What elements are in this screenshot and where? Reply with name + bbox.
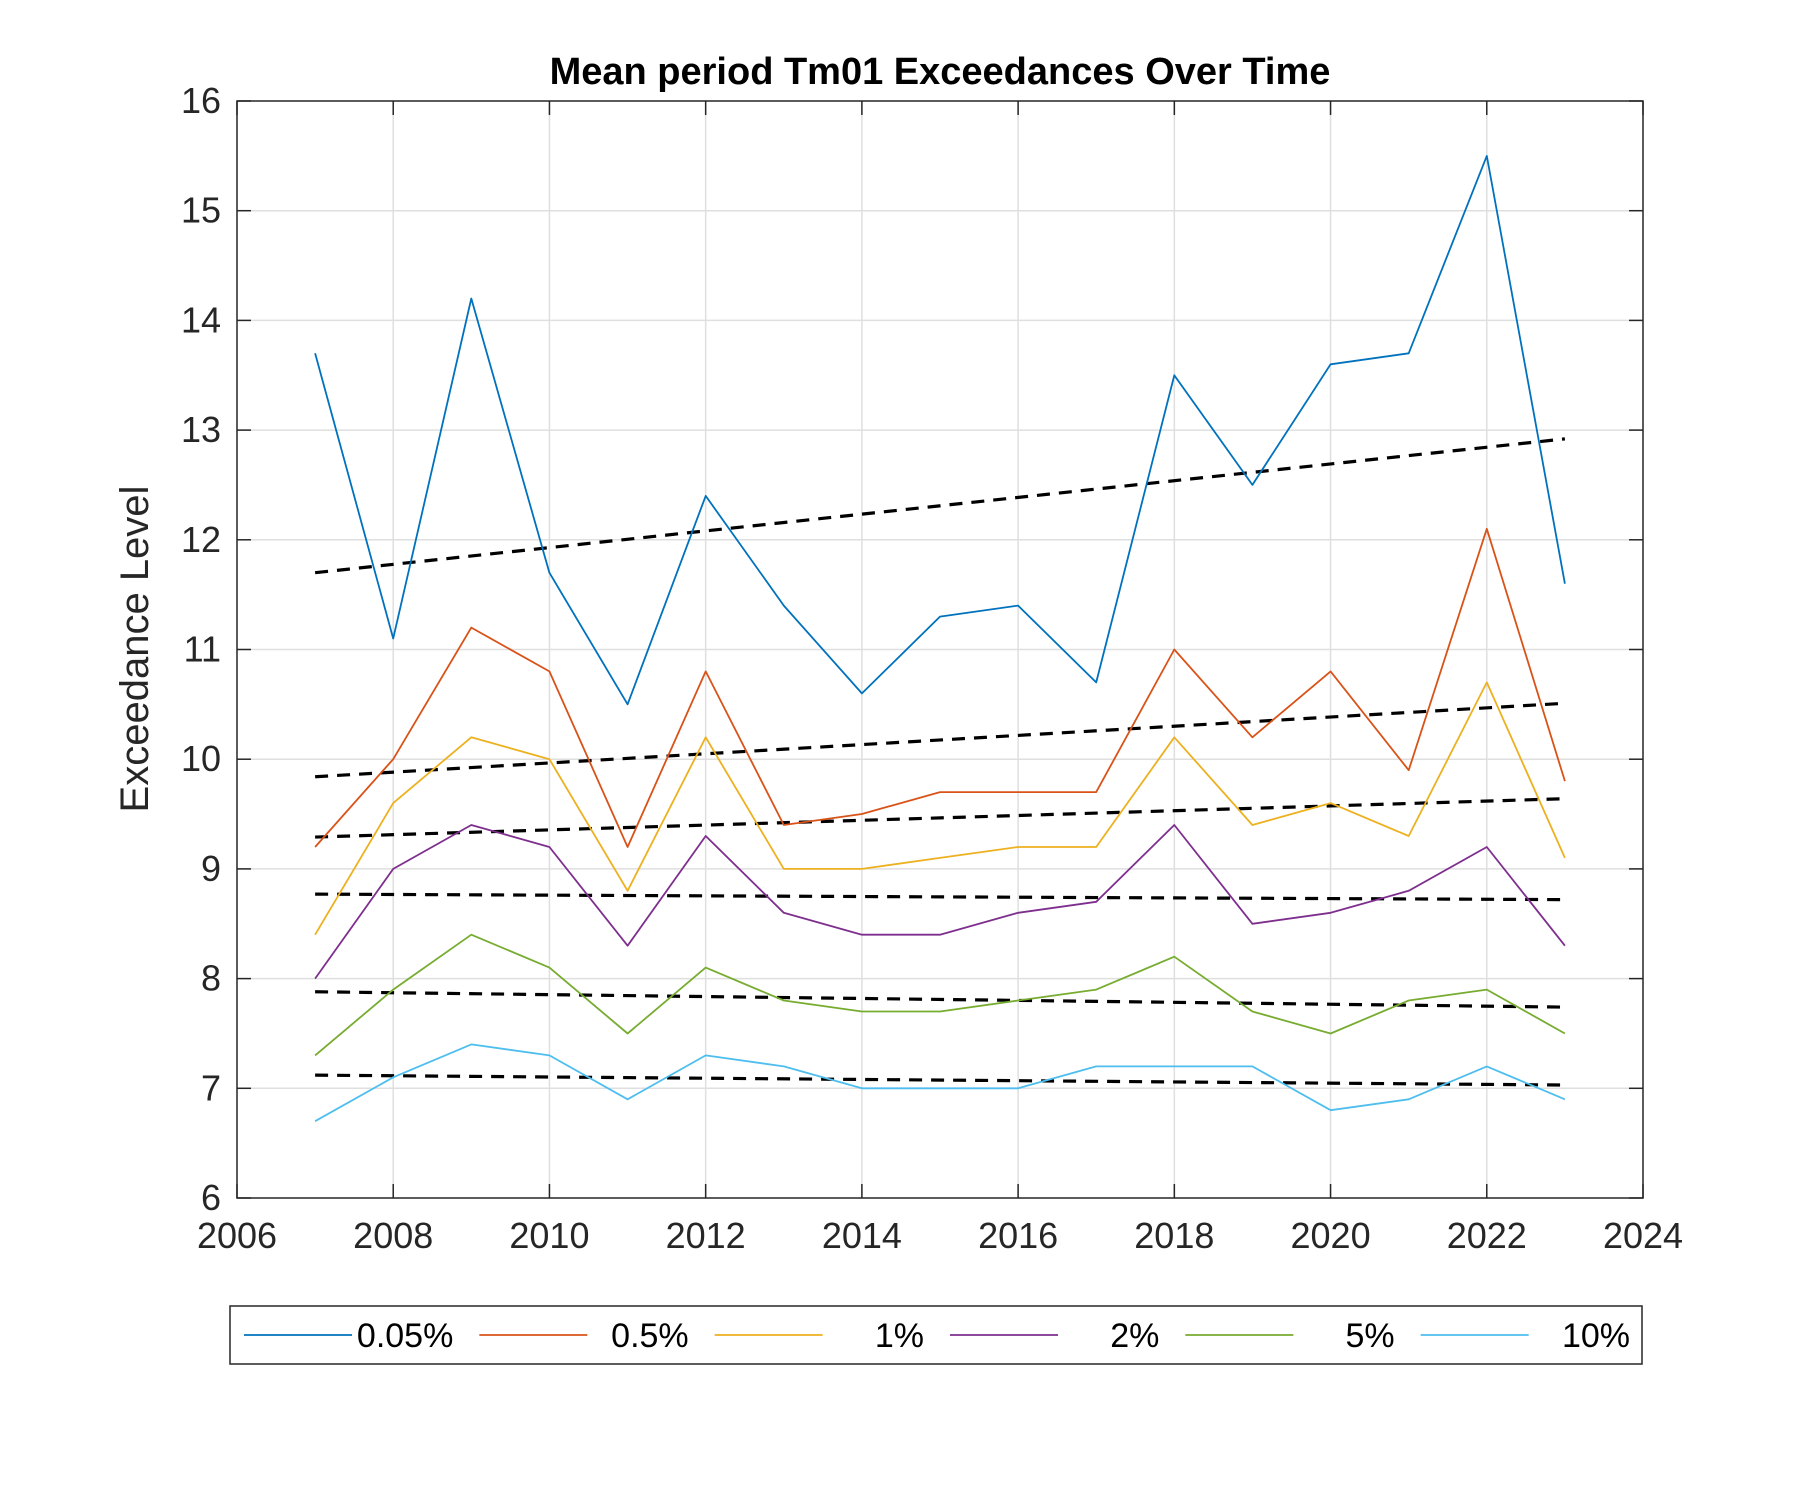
y-tick-label: 13 (181, 409, 221, 450)
trend-line-0.05% (314, 437, 1566, 575)
x-tick-label: 2016 (978, 1215, 1058, 1256)
trend-line-2% (315, 892, 1565, 902)
x-tick-labels: 2006 2008 2010 2012 2014 2016 2018 2020 2022 2024 (197, 1215, 1683, 1256)
x-tick-label: 2022 (1447, 1215, 1527, 1256)
series-line-2% (314, 824, 1566, 980)
y-tick-label: 9 (201, 848, 221, 889)
trend-lines (314, 437, 1566, 1087)
y-tick-label: 7 (201, 1067, 221, 1108)
series-line-1% (314, 681, 1566, 936)
x-tick-label: 2024 (1603, 1215, 1683, 1256)
x-tick-label: 2006 (197, 1215, 277, 1256)
y-axis-label: Exceedance Level (113, 486, 157, 813)
x-tick-label: 2018 (1134, 1215, 1214, 1256)
legend-label-0.05%: 0.05% (357, 1317, 453, 1355)
series-line-0.05% (314, 154, 1566, 706)
series-line-5% (314, 933, 1566, 1057)
x-tick-label: 2010 (509, 1215, 589, 1256)
plot-frame (236, 100, 1644, 1199)
trend-line-5% (315, 990, 1565, 1009)
y-tick-label: 6 (201, 1177, 221, 1218)
legend-label-2%: 2% (1110, 1317, 1159, 1355)
y-tick-label: 15 (181, 190, 221, 231)
legend-items: 0.05% 0.5% 1% 2% 5% 10% (244, 1317, 1630, 1355)
y-tick-label: 10 (181, 738, 221, 779)
x-tick-label: 2012 (666, 1215, 746, 1256)
y-tick-label: 8 (201, 958, 221, 999)
x-tick-label: 2020 (1291, 1215, 1371, 1256)
trend-line-10% (315, 1073, 1565, 1087)
chart-title: Mean period Tm01 Exceedances Over Time (550, 51, 1331, 93)
y-tick-label: 14 (181, 299, 221, 340)
trend-line-0.5% (315, 701, 1565, 779)
tick-marks (236, 100, 1644, 1199)
legend-label-5%: 5% (1346, 1317, 1395, 1355)
legend-box (229, 1305, 1643, 1365)
y-tick-label: 16 (181, 80, 221, 121)
trend-line-1% (315, 797, 1565, 839)
y-tick-label: 11 (184, 629, 221, 670)
legend: 0.05% 0.5% 1% 2% 5% 10% (229, 1305, 1643, 1365)
y-tick-labels: 6 7 8 9 10 11 12 13 14 15 16 (181, 80, 221, 1218)
series-line-10% (314, 1043, 1566, 1122)
legend-label-1%: 1% (875, 1317, 924, 1355)
x-tick-label: 2014 (822, 1215, 902, 1256)
x-tick-label: 2008 (353, 1215, 433, 1256)
series-line-0.5% (314, 527, 1566, 848)
grid (237, 101, 1643, 1198)
legend-label-10%: 10% (1562, 1317, 1630, 1355)
series-lines (314, 154, 1566, 1122)
y-tick-label: 12 (181, 519, 221, 560)
legend-label-0.5%: 0.5% (611, 1317, 689, 1355)
